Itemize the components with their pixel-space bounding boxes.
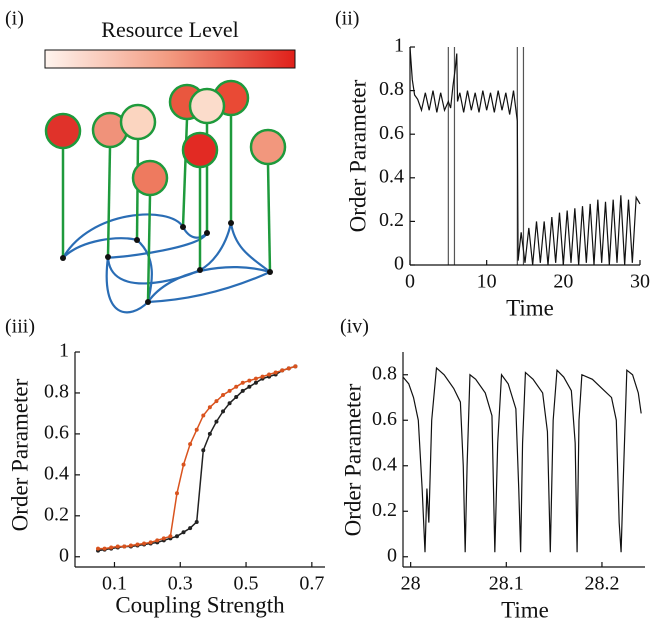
data-point bbox=[96, 546, 101, 551]
data-line bbox=[409, 46, 641, 266]
panel-label: (ii) bbox=[335, 8, 359, 30]
x-tick-label: 28.2 bbox=[584, 573, 619, 595]
y-axis-title: Order Parameter bbox=[345, 79, 370, 232]
data-point bbox=[188, 526, 193, 531]
data-point bbox=[234, 395, 239, 400]
y-tick-label: 0.6 bbox=[44, 421, 69, 443]
x-tick-label: 0.7 bbox=[299, 573, 324, 595]
y-tick-label: 0 bbox=[394, 253, 404, 275]
panel-label: (i) bbox=[5, 8, 24, 30]
x-tick-label: 30 bbox=[630, 271, 650, 293]
y-tick-label: 0.4 bbox=[379, 165, 404, 187]
data-point bbox=[148, 540, 153, 545]
x-axis-title: Coupling Strength bbox=[115, 592, 285, 617]
data-point bbox=[174, 534, 179, 539]
data-point bbox=[214, 419, 219, 424]
x-axis-title: Time bbox=[501, 597, 549, 622]
y-tick-label: 1 bbox=[394, 35, 404, 57]
data-point bbox=[221, 409, 226, 414]
data-point bbox=[201, 448, 206, 453]
data-point bbox=[267, 372, 272, 377]
x-tick-label: 0.5 bbox=[234, 573, 259, 595]
network-diagram: (i) Resource Level bbox=[5, 8, 296, 314]
data-line bbox=[402, 366, 642, 553]
data-point bbox=[253, 376, 258, 381]
y-tick-label: 1 bbox=[59, 340, 69, 362]
y-tick-label: 0.8 bbox=[44, 381, 69, 403]
data-point bbox=[115, 544, 120, 549]
y-tick-label: 0 bbox=[59, 544, 69, 566]
x-tick-label: 28 bbox=[401, 573, 421, 595]
data-point bbox=[221, 393, 226, 397]
data-point bbox=[155, 538, 160, 543]
y-tick-label: 0.4 bbox=[44, 462, 69, 484]
panel-label: (iv) bbox=[340, 316, 369, 338]
y-tick-label: 0.6 bbox=[372, 408, 397, 430]
x-tick-label: 20 bbox=[553, 271, 573, 293]
data-point bbox=[128, 543, 133, 548]
data-point bbox=[122, 544, 127, 549]
junctions bbox=[60, 220, 273, 305]
data-point bbox=[234, 384, 239, 389]
nodes bbox=[44, 79, 287, 197]
data-point bbox=[188, 442, 193, 447]
y-axis-title: Order Parameter bbox=[340, 383, 365, 536]
x-tick-label: 0.3 bbox=[168, 573, 193, 595]
colorbar bbox=[44, 49, 296, 69]
data-point bbox=[207, 405, 212, 410]
y-tick-label: 0.8 bbox=[372, 362, 397, 384]
data-point bbox=[174, 491, 179, 496]
data-point bbox=[102, 546, 107, 551]
data-point bbox=[240, 388, 245, 393]
y-axis-title: Order Parameter bbox=[7, 378, 32, 531]
data-point bbox=[293, 364, 298, 369]
data-point bbox=[260, 374, 265, 379]
data-point bbox=[214, 399, 219, 404]
data-point bbox=[207, 431, 212, 436]
y-tick-label: 0.6 bbox=[379, 122, 404, 144]
x-axis-title: Time bbox=[506, 295, 554, 320]
data-point bbox=[227, 401, 232, 406]
data-point bbox=[168, 534, 173, 539]
x-tick-label: 0.1 bbox=[102, 573, 127, 595]
data-point bbox=[181, 462, 186, 467]
stems bbox=[61, 115, 272, 303]
data-point bbox=[201, 413, 206, 418]
y-tick-label: 0.2 bbox=[379, 209, 404, 231]
x-tick-label: 10 bbox=[477, 271, 497, 293]
data-point bbox=[142, 541, 147, 546]
data-point bbox=[135, 542, 140, 547]
data-point bbox=[194, 519, 199, 524]
x-tick-label: 0 bbox=[405, 271, 415, 293]
data-point bbox=[161, 536, 166, 541]
panel-label: (iii) bbox=[5, 316, 35, 338]
data-point bbox=[181, 530, 186, 535]
data-point bbox=[194, 427, 199, 432]
data-point bbox=[247, 384, 252, 389]
y-tick-label: 0.2 bbox=[372, 499, 397, 521]
data-point bbox=[247, 378, 252, 383]
data-point bbox=[227, 388, 232, 393]
data-point bbox=[280, 368, 285, 373]
data-point bbox=[273, 370, 278, 375]
data-point bbox=[286, 366, 291, 371]
x-tick-label: 28.1 bbox=[489, 573, 524, 595]
data-point bbox=[253, 380, 258, 385]
data-point bbox=[109, 545, 114, 550]
y-tick-label: 0 bbox=[387, 544, 397, 566]
y-tick-label: 0.4 bbox=[372, 453, 397, 475]
y-tick-label: 0.2 bbox=[44, 503, 69, 525]
y-tick-label: 0.8 bbox=[379, 78, 404, 100]
colorbar-title: Resource Level bbox=[101, 17, 238, 42]
edges bbox=[62, 213, 271, 314]
data-point bbox=[240, 380, 245, 385]
